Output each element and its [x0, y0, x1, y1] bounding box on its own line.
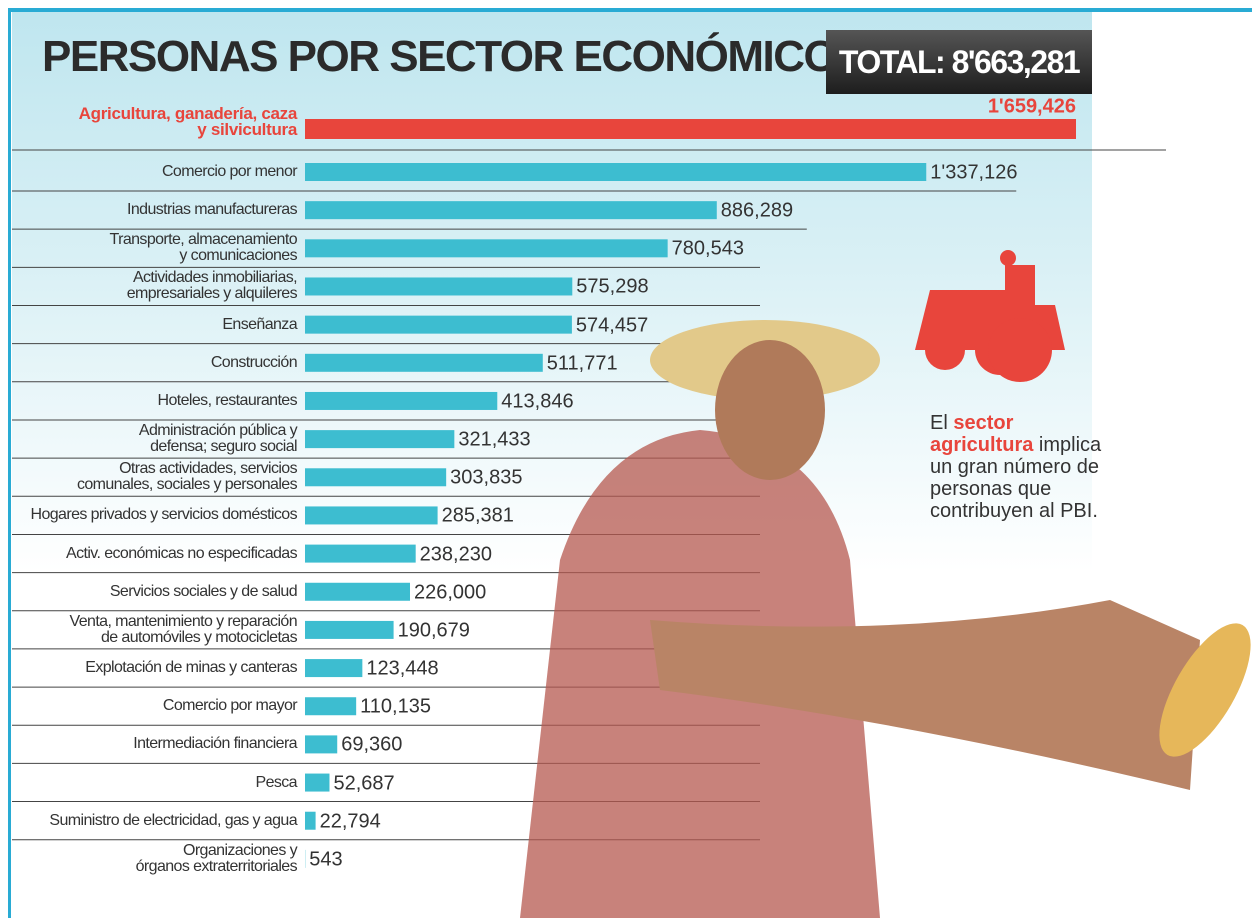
value-label: 511,771 [546, 352, 618, 375]
bar [305, 506, 438, 525]
value-label: 780,543 [671, 237, 744, 260]
bar [305, 468, 447, 487]
bar [305, 201, 717, 220]
category-label: Enseñanza [222, 315, 297, 333]
value-label: 52,687 [333, 772, 395, 795]
category-label: Venta, mantenimiento y reparación de aut… [69, 612, 298, 646]
category-label: Agricultura, ganadería, caza y silvicult… [78, 104, 298, 139]
bar [305, 353, 543, 372]
value-label: 285,381 [441, 504, 514, 527]
category-label: Otras actividades, servicios comunales, … [76, 460, 298, 494]
tractor-wheel [988, 318, 1052, 382]
bar [305, 659, 363, 678]
bar [305, 811, 316, 830]
category-label: Actividades inmobiliarias, empresariales… [126, 269, 298, 303]
bar [305, 391, 498, 410]
value-label: 321,433 [458, 428, 531, 451]
bar [305, 239, 668, 258]
farmer-face [715, 340, 825, 480]
category-label: Explotación de minas y canteras [85, 659, 297, 677]
category-label: Suministro de electricidad, gas y agua [49, 811, 297, 829]
corn [1159, 623, 1251, 757]
bar [305, 163, 927, 181]
value-label: 574,457 [575, 314, 649, 337]
bar [305, 582, 411, 601]
annotation-text: implica un gran número de personas que c… [930, 434, 1102, 522]
illustration [520, 250, 1251, 918]
annotation-text: El [930, 412, 948, 434]
category-label: Hoteles, restaurantes [157, 391, 298, 409]
value-label: 110,135 [360, 695, 431, 718]
value-label: 575,298 [576, 275, 649, 298]
category-label: Comercio por mayor [162, 697, 298, 715]
category-label: Organizaciones y órganos extraterritoria… [135, 841, 298, 875]
value-label: 303,835 [450, 466, 523, 489]
annotation-highlight: sector agricultura [930, 412, 1034, 456]
bar [305, 697, 357, 716]
category-label: Hogares privados y servicios domésticos [30, 506, 298, 524]
farmer-arm [650, 600, 1200, 790]
value-label: 22,794 [319, 810, 381, 833]
bar [305, 119, 1076, 139]
bar [305, 277, 573, 296]
value-label: 69,360 [341, 733, 403, 756]
bar [305, 735, 338, 754]
value-label: 226,000 [414, 581, 487, 604]
frame [8, 8, 1252, 12]
bar [305, 544, 416, 563]
category-label: Transporte, almacenamiento y comunicacio… [109, 231, 298, 265]
driver-head [1000, 250, 1016, 266]
value-label: 413,846 [501, 390, 574, 413]
category-label: Administración pública y defensa; seguro… [138, 422, 298, 456]
total-label: TOTAL: 8'663,281 [826, 30, 1092, 94]
category-label: Activ. económicas no especificadas [66, 544, 298, 562]
bar [305, 620, 394, 639]
value-label: 123,448 [366, 657, 439, 680]
category-label: Pesca [255, 773, 298, 791]
category-label: Intermediación financiera [133, 735, 297, 753]
bar [305, 430, 455, 449]
category-label: Industrias manufactureras [127, 201, 298, 219]
category-label: Comercio por menor [161, 163, 298, 180]
value-label: 1'659,426 [987, 95, 1076, 118]
chart-title: PERSONAS POR SECTOR ECONÓMICO [42, 32, 838, 81]
category-label: Servicios sociales y de salud [109, 582, 298, 600]
value-label: 238,230 [419, 543, 492, 566]
frame [8, 8, 11, 918]
category-label: Construcción [210, 353, 298, 371]
value-label: 886,289 [720, 199, 794, 222]
bar [305, 315, 572, 334]
value-label: 543 [309, 848, 343, 871]
value-label: 190,679 [397, 619, 470, 642]
value-label: 1'337,126 [930, 161, 1018, 184]
annotation: El sector agricultura implica un gran nú… [930, 412, 1110, 522]
bar [305, 773, 330, 792]
